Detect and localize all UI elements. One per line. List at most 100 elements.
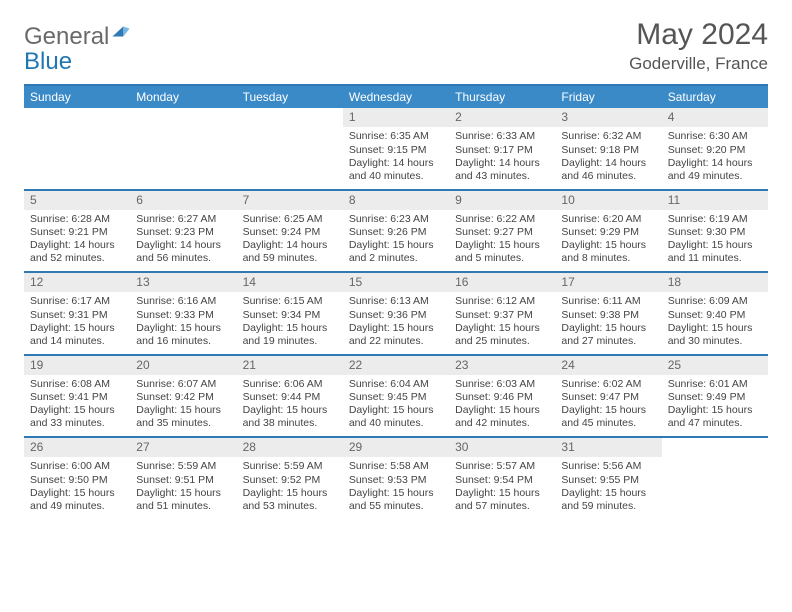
day-number: 13 [130,273,236,292]
sunset-text: Sunset: 9:47 PM [561,391,655,404]
calendar-table: SundayMondayTuesdayWednesdayThursdayFrid… [24,86,768,519]
weekday-header: Monday [130,86,236,108]
month-title: May 2024 [629,18,768,52]
day-details: Sunrise: 5:56 AMSunset: 9:55 PMDaylight:… [555,457,661,519]
sunrise-text: Sunrise: 6:01 AM [668,378,762,391]
calendar-week-row: 5Sunrise: 6:28 AMSunset: 9:21 PMDaylight… [24,190,768,273]
day-details: Sunrise: 6:19 AMSunset: 9:30 PMDaylight:… [662,210,768,272]
sunset-text: Sunset: 9:40 PM [668,309,762,322]
day-number: 22 [343,356,449,375]
daylight-text: Daylight: 14 hours and 52 minutes. [30,239,124,265]
sunrise-text: Sunrise: 6:27 AM [136,213,230,226]
calendar-day-cell: 1Sunrise: 6:35 AMSunset: 9:15 PMDaylight… [343,108,449,190]
sunrise-text: Sunrise: 6:15 AM [243,295,337,308]
calendar-day-cell: 13 Sunrise: 6:16 AMSunset: 9:33 PMDayligh… [130,272,236,355]
calendar-day-cell: 21Sunrise: 6:06 AMSunset: 9:44 PMDayligh… [237,355,343,438]
calendar-header-row: SundayMondayTuesdayWednesdayThursdayFrid… [24,86,768,108]
sunset-text: Sunset: 9:36 PM [349,309,443,322]
sunset-text: Sunset: 9:24 PM [243,226,337,239]
calendar-day-cell: 6Sunrise: 6:27 AMSunset: 9:23 PMDaylight… [130,190,236,273]
day-number: 17 [555,273,661,292]
day-details: Sunrise: 6:02 AMSunset: 9:47 PMDaylight:… [555,375,661,437]
daylight-text: Daylight: 15 hours and 51 minutes. [136,487,230,513]
calendar-page: GeneralBlue May 2024 Goderville, France … [0,0,792,529]
daylight-text: Daylight: 15 hours and 22 minutes. [349,322,443,348]
sunset-text: Sunset: 9:15 PM [349,144,443,157]
weekday-header: Thursday [449,86,555,108]
daylight-text: Daylight: 15 hours and 16 minutes. [136,322,230,348]
calendar-day-cell: 17Sunrise: 6:11 AMSunset: 9:38 PMDayligh… [555,272,661,355]
daylight-text: Daylight: 15 hours and 27 minutes. [561,322,655,348]
daylight-text: Daylight: 14 hours and 59 minutes. [243,239,337,265]
day-details: Sunrise: 6:32 AMSunset: 9:18 PMDaylight:… [555,127,661,189]
sunset-text: Sunset: 9:20 PM [668,144,762,157]
sunrise-text: Sunrise: 6:06 AM [243,378,337,391]
sunset-text: Sunset: 9:54 PM [455,474,549,487]
daylight-text: Daylight: 14 hours and 49 minutes. [668,157,762,183]
daylight-text: Daylight: 15 hours and 35 minutes. [136,404,230,430]
sunrise-text: Sunrise: 6:03 AM [455,378,549,391]
day-details: Sunrise: 6:22 AMSunset: 9:27 PMDaylight:… [449,210,555,272]
sunset-text: Sunset: 9:21 PM [30,226,124,239]
sunrise-text: Sunrise: 6:32 AM [561,130,655,143]
day-details: Sunrise: 6:33 AMSunset: 9:17 PMDaylight:… [449,127,555,189]
day-details: Sunrise: 6:03 AMSunset: 9:46 PMDaylight:… [449,375,555,437]
page-header: GeneralBlue May 2024 Goderville, France [24,18,768,74]
daylight-text: Daylight: 15 hours and 59 minutes. [561,487,655,513]
day-number: 29 [343,438,449,457]
sunrise-text: Sunrise: 6:00 AM [30,460,124,473]
daylight-text: Daylight: 15 hours and 49 minutes. [30,487,124,513]
daylight-text: Daylight: 15 hours and 25 minutes. [455,322,549,348]
day-details: Sunrise: 5:58 AMSunset: 9:53 PMDaylight:… [343,457,449,519]
daylight-text: Daylight: 15 hours and 45 minutes. [561,404,655,430]
calendar-day-cell: 24Sunrise: 6:02 AMSunset: 9:47 PMDayligh… [555,355,661,438]
calendar-day-cell: 11Sunrise: 6:19 AMSunset: 9:30 PMDayligh… [662,190,768,273]
day-number: 30 [449,438,555,457]
day-number: 19 [24,356,130,375]
day-details: Sunrise: 6:27 AMSunset: 9:23 PMDaylight:… [130,210,236,272]
sunrise-text: Sunrise: 6:33 AM [455,130,549,143]
weekday-header: Sunday [24,86,130,108]
calendar-day-cell: ..... [237,108,343,190]
day-details: Sunrise: 6:17 AMSunset: 9:31 PMDaylight:… [24,292,130,354]
daylight-text: Daylight: 15 hours and 30 minutes. [668,322,762,348]
sunset-text: Sunset: 9:31 PM [30,309,124,322]
weekday-header: Wednesday [343,86,449,108]
calendar-day-cell: 16Sunrise: 6:12 AMSunset: 9:37 PMDayligh… [449,272,555,355]
day-details: Sunrise: 6:28 AMSunset: 9:21 PMDaylight:… [24,210,130,272]
sunrise-text: Sunrise: 6:16 AM [136,295,230,308]
day-number: 15 [343,273,449,292]
sunset-text: Sunset: 9:37 PM [455,309,549,322]
day-number: 7 [237,191,343,210]
sunrise-text: Sunrise: 5:58 AM [349,460,443,473]
calendar-day-cell: 29Sunrise: 5:58 AMSunset: 9:53 PMDayligh… [343,437,449,519]
sunrise-text: Sunrise: 6:19 AM [668,213,762,226]
calendar-day-cell: 9Sunrise: 6:22 AMSunset: 9:27 PMDaylight… [449,190,555,273]
logo-arrow-icon [111,18,131,43]
sunset-text: Sunset: 9:33 PM [136,309,230,322]
calendar-day-cell: 14Sunrise: 6:15 AMSunset: 9:34 PMDayligh… [237,272,343,355]
daylight-text: Daylight: 14 hours and 43 minutes. [455,157,549,183]
day-number: 21 [237,356,343,375]
sunrise-text: Sunrise: 6:22 AM [455,213,549,226]
calendar-day-cell: 3Sunrise: 6:32 AMSunset: 9:18 PMDaylight… [555,108,661,190]
calendar-day-cell: 7Sunrise: 6:25 AMSunset: 9:24 PMDaylight… [237,190,343,273]
day-number: 2 [449,108,555,127]
day-details: Sunrise: 6:35 AMSunset: 9:15 PMDaylight:… [343,127,449,189]
calendar-day-cell: 12Sunrise: 6:17 AMSunset: 9:31 PMDayligh… [24,272,130,355]
daylight-text: Daylight: 15 hours and 40 minutes. [349,404,443,430]
sunset-text: Sunset: 9:55 PM [561,474,655,487]
day-details: Sunrise: 6:09 AMSunset: 9:40 PMDaylight:… [662,292,768,354]
day-details: Sunrise: 6:20 AMSunset: 9:29 PMDaylight:… [555,210,661,272]
daylight-text: Daylight: 15 hours and 5 minutes. [455,239,549,265]
day-number: 25 [662,356,768,375]
sunrise-text: Sunrise: 6:35 AM [349,130,443,143]
day-details: Sunrise: 5:57 AMSunset: 9:54 PMDaylight:… [449,457,555,519]
day-number: 11 [662,191,768,210]
day-number: 12 [24,273,130,292]
day-details: Sunrise: 6:07 AMSunset: 9:42 PMDaylight:… [130,375,236,437]
sunset-text: Sunset: 9:51 PM [136,474,230,487]
daylight-text: Daylight: 15 hours and 19 minutes. [243,322,337,348]
calendar-day-cell: ..... [130,108,236,190]
sunset-text: Sunset: 9:23 PM [136,226,230,239]
